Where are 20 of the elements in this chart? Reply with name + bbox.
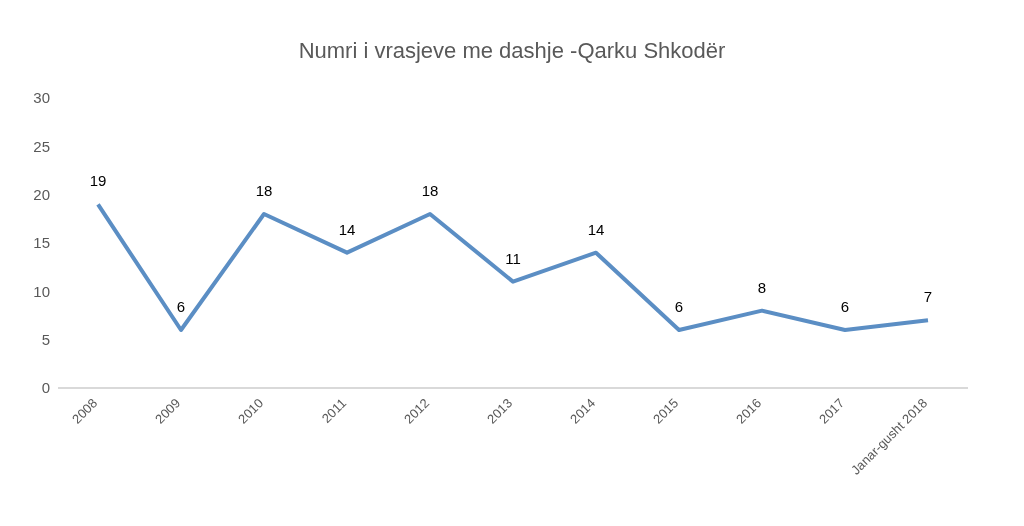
- y-tick-label: 30: [33, 89, 50, 107]
- data-label: 6: [674, 298, 684, 315]
- data-label: 19: [89, 172, 107, 190]
- line-series: [96, 202, 930, 332]
- y-tick-label: 15: [33, 234, 50, 252]
- y-tick-label: 10: [33, 282, 50, 300]
- y-tick-label: 25: [33, 137, 50, 155]
- data-label: 14: [587, 220, 605, 238]
- y-tick-label: 20: [33, 185, 50, 203]
- data-label: 6: [840, 298, 850, 315]
- y-tick-label: 5: [41, 330, 50, 348]
- data-label: 18: [255, 182, 273, 199]
- data-label: 11: [505, 249, 521, 267]
- y-tick-label: 0: [41, 379, 50, 397]
- data-label: 6: [176, 298, 186, 315]
- chart-title: Numri i vrasjeve me dashje -Qarku Shkodër: [297, 37, 727, 65]
- data-label: 8: [757, 278, 767, 296]
- data-label: 7: [923, 288, 933, 306]
- data-label: 18: [421, 182, 439, 199]
- data-label: 14: [338, 220, 356, 238]
